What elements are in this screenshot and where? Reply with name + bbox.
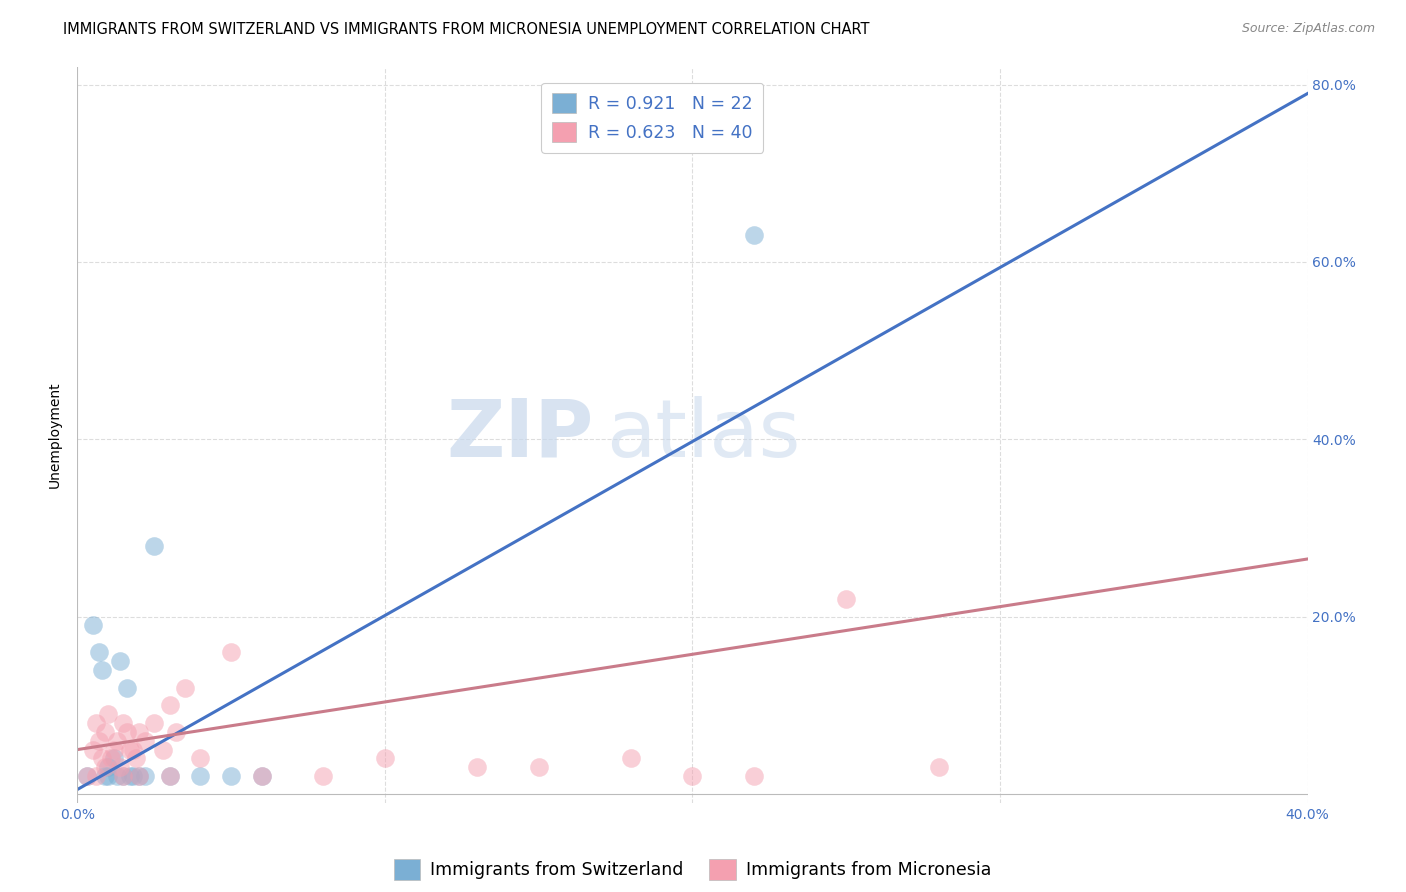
Text: ZIP: ZIP: [447, 396, 595, 474]
Point: [159, 698, 181, 713]
Point: [159, 769, 181, 783]
Point: [159, 769, 181, 783]
Point: [118, 742, 141, 756]
Point: [105, 769, 128, 783]
Point: [312, 769, 335, 783]
Point: [134, 769, 156, 783]
Text: atlas: atlas: [606, 396, 800, 474]
Point: [152, 742, 174, 756]
Text: Source: ZipAtlas.com: Source: ZipAtlas.com: [1241, 22, 1375, 36]
Point: [90, 751, 114, 765]
Legend: Immigrants from Switzerland, Immigrants from Micronesia: Immigrants from Switzerland, Immigrants …: [387, 852, 998, 887]
Point: [250, 769, 273, 783]
Point: [97, 769, 120, 783]
Point: [128, 724, 150, 739]
Point: [620, 751, 643, 765]
Point: [112, 716, 135, 731]
Point: [103, 751, 125, 765]
Point: [188, 769, 212, 783]
Point: [174, 681, 197, 695]
Point: [97, 760, 120, 774]
Point: [125, 751, 148, 765]
Point: [103, 742, 125, 756]
Point: [128, 769, 150, 783]
Point: [110, 760, 132, 774]
Point: [219, 769, 242, 783]
Point: [682, 769, 704, 783]
Point: [143, 539, 166, 553]
Y-axis label: Unemployment: Unemployment: [48, 382, 62, 488]
Point: [465, 760, 488, 774]
Point: [527, 760, 550, 774]
Point: [87, 733, 110, 747]
Point: [742, 769, 765, 783]
Point: [250, 769, 273, 783]
Point: [118, 769, 141, 783]
Point: [928, 760, 950, 774]
Point: [115, 681, 138, 695]
Point: [121, 742, 143, 756]
Point: [82, 618, 104, 632]
Point: [112, 769, 135, 783]
Point: [165, 724, 187, 739]
Point: [374, 751, 396, 765]
Point: [219, 645, 242, 659]
Point: [84, 769, 107, 783]
Point: [87, 645, 110, 659]
Point: [84, 716, 107, 731]
Point: [742, 228, 765, 243]
Point: [143, 716, 166, 731]
Point: [105, 733, 128, 747]
Point: [94, 769, 117, 783]
Point: [134, 733, 156, 747]
Point: [115, 724, 138, 739]
Point: [76, 769, 98, 783]
Point: [97, 707, 120, 722]
Point: [128, 769, 150, 783]
Point: [90, 663, 114, 677]
Point: [835, 591, 858, 606]
Point: [121, 769, 143, 783]
Point: [94, 760, 117, 774]
Point: [100, 751, 122, 765]
Point: [112, 769, 135, 783]
Text: IMMIGRANTS FROM SWITZERLAND VS IMMIGRANTS FROM MICRONESIA UNEMPLOYMENT CORRELATI: IMMIGRANTS FROM SWITZERLAND VS IMMIGRANT…: [63, 22, 870, 37]
Point: [82, 742, 104, 756]
Point: [110, 654, 132, 668]
Point: [76, 769, 98, 783]
Point: [94, 724, 117, 739]
Point: [188, 751, 212, 765]
